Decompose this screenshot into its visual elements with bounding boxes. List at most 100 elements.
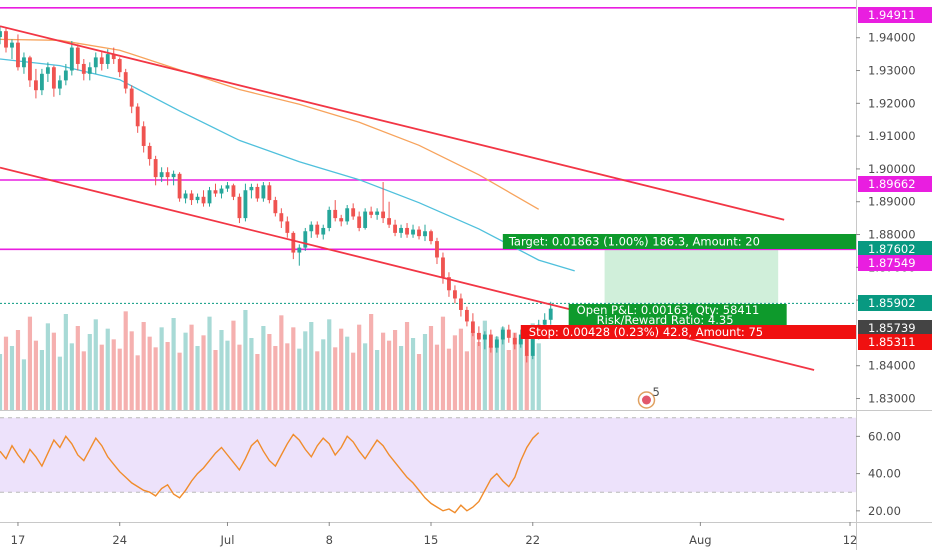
price-badge-3: 1.87549 [868, 256, 916, 270]
candle-body [500, 329, 505, 340]
volume-bar [123, 311, 128, 410]
time-tick-label-0: 17 [11, 533, 26, 547]
volume-bar [183, 332, 188, 410]
volume-bar [434, 344, 440, 410]
target-zone [604, 249, 779, 304]
volume-bar [321, 339, 326, 410]
volume-bar [351, 352, 356, 410]
candle-body [267, 185, 272, 201]
volume-bar [243, 310, 248, 410]
candle-body [321, 227, 326, 235]
volume-bar [446, 348, 452, 410]
volume-bar [422, 334, 428, 410]
volume-bar [225, 340, 230, 410]
open-pnl-label: Open P&L: 0.00163, Qty: 58411 [577, 303, 760, 317]
volume-bar [524, 355, 529, 410]
candle-body [297, 247, 302, 253]
candle-body [63, 70, 68, 81]
volume-bar [345, 336, 350, 410]
volume-bar [111, 339, 116, 410]
volume-bar [165, 342, 170, 410]
time-tick-label-6: Aug [689, 533, 711, 547]
price-tick-label-0: 1.94000 [868, 31, 916, 45]
candle-body [249, 186, 254, 191]
candle-body [369, 211, 374, 215]
volume-bar [201, 335, 206, 410]
candle-body [327, 209, 332, 228]
candle-body [470, 321, 475, 333]
candle-body [141, 126, 146, 146]
volume-bar [410, 338, 416, 410]
volume-bar [512, 332, 517, 410]
candle-body [518, 334, 523, 345]
candle-body [303, 231, 308, 248]
candle-body [135, 106, 140, 127]
price-tick-label-9: 1.84000 [868, 359, 916, 373]
volume-bar [99, 344, 104, 410]
volume-bar [69, 343, 74, 410]
volume-bar [339, 328, 344, 410]
volume-bar [9, 346, 15, 410]
candle-body [357, 216, 362, 228]
volume-bar [3, 336, 9, 410]
price-badge-5: 1.85739 [868, 321, 916, 335]
volume-bar [536, 343, 541, 410]
rsi-band [0, 417, 856, 493]
volume-bar [153, 347, 158, 410]
volume-bar [357, 324, 362, 410]
price-tick-label-2: 1.92000 [868, 96, 916, 110]
candle-body [231, 185, 236, 197]
candle-body [309, 224, 314, 232]
candle-body [482, 334, 487, 340]
volume-bar [452, 335, 458, 410]
price-badge-4: 1.85902 [868, 296, 916, 310]
price-tick-label-3: 1.91000 [868, 129, 916, 143]
price-tick-label-1: 1.93000 [868, 64, 916, 78]
price-badge-1: 1.89662 [868, 177, 916, 191]
time-tick-label-1: 24 [112, 533, 127, 547]
volume-bar [333, 347, 338, 410]
candle-body [147, 145, 152, 160]
risk-reward-label: Risk/Reward Ratio: 4.35 [597, 313, 734, 327]
rsi-tick-label-1: 40.00 [868, 467, 901, 481]
price-badge-bg [858, 176, 932, 192]
volume-bar [93, 319, 98, 410]
candle-body [459, 298, 463, 310]
price-tick-label-4: 1.90000 [868, 162, 916, 176]
price-badge-2: 1.87602 [868, 242, 916, 256]
volume-bar [530, 323, 535, 410]
volume-bar [392, 330, 398, 410]
volume-bar [171, 318, 176, 410]
target-label-box [502, 234, 856, 249]
candle-body [69, 47, 74, 71]
volume-bar [249, 338, 254, 410]
volume-bar [482, 320, 487, 410]
volume-bar [21, 359, 27, 410]
price-badge-bg [858, 334, 932, 350]
candle-body [57, 80, 62, 89]
candle-body [4, 31, 8, 48]
price-badge-bg [858, 7, 932, 23]
candle-body [34, 80, 38, 91]
candle-body [423, 231, 427, 237]
volume-bar [87, 334, 92, 410]
price-badge-bg [858, 255, 932, 271]
moving-average-line-2 [0, 58, 575, 272]
volume-bar [303, 331, 308, 410]
volume-bar [27, 316, 33, 410]
event-marker-dot [641, 395, 651, 405]
volume-bar [494, 336, 499, 410]
volume-bar [129, 331, 134, 410]
volume-bar [75, 326, 80, 410]
candle-body [435, 241, 439, 258]
volume-bar [81, 351, 86, 410]
candle-body [399, 227, 403, 233]
candle-body [333, 209, 338, 219]
volume-bar [105, 328, 110, 410]
candle-body [207, 190, 212, 204]
stop-label: Stop: 0.00428 (0.23%) 42.8, Amount: 75 [529, 325, 763, 339]
candle-body [542, 319, 547, 325]
volume-bar [398, 346, 404, 410]
